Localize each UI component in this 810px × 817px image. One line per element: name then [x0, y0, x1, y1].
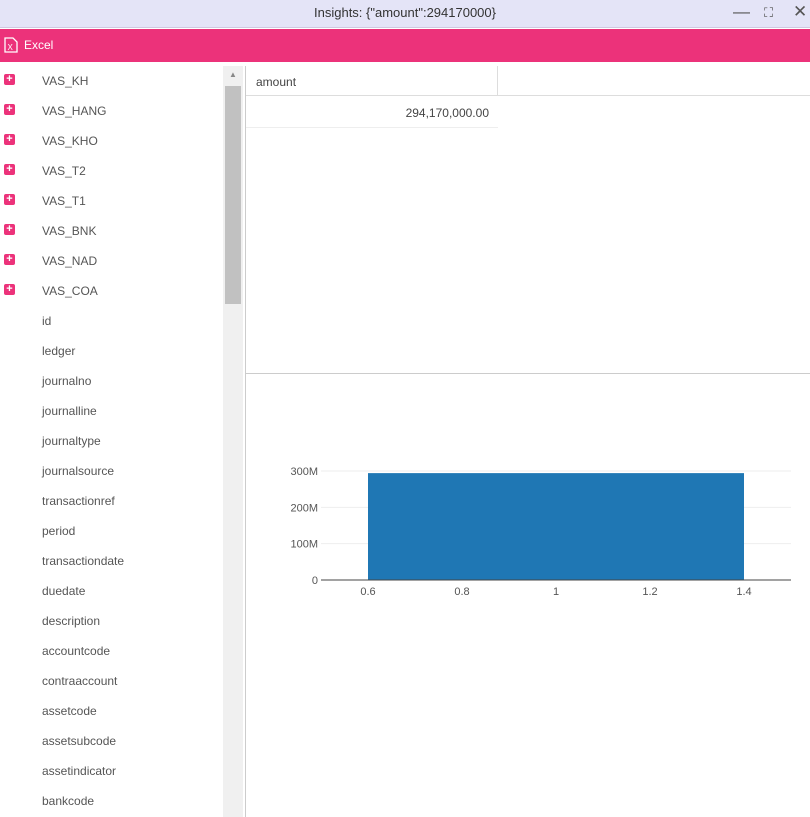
minimize-icon[interactable]: — — [733, 2, 750, 21]
column-header-amount[interactable]: amount — [246, 66, 498, 96]
y-tick-label: 300M — [290, 466, 318, 478]
field-label: id — [42, 314, 52, 328]
scroll-up-icon[interactable]: ▲ — [229, 70, 237, 79]
field-item[interactable]: + VAS_NAD — [0, 246, 222, 276]
field-label: contraaccount — [42, 674, 118, 688]
field-item[interactable]: + VAS_BNK — [0, 216, 222, 246]
field-list: + VAS_KH + VAS_HANG + VAS_KHO + VAS_T2 + VAS_T1 + V… — [0, 66, 222, 817]
field-item[interactable]: transactionref — [0, 486, 222, 516]
excel-label: Excel — [24, 38, 54, 52]
svg-text:X: X — [8, 43, 14, 52]
field-label: duedate — [42, 584, 86, 598]
field-item[interactable]: + VAS_COA — [0, 276, 222, 306]
y-tick-label: 200M — [290, 502, 318, 514]
column-header-empty — [498, 66, 810, 96]
field-label: journalline — [42, 404, 97, 418]
close-icon[interactable]: ✕ — [793, 2, 808, 21]
expand-plus-icon[interactable]: + — [4, 254, 15, 265]
expand-plus-icon[interactable]: + — [4, 104, 15, 115]
field-label: ledger — [42, 344, 76, 358]
window-title: Insights: {"amount":294170000} — [314, 5, 496, 20]
field-item[interactable]: + VAS_KH — [0, 66, 222, 96]
field-item[interactable]: transactiondate — [0, 546, 222, 576]
field-item[interactable]: journalsource — [0, 456, 222, 486]
divider — [245, 66, 246, 817]
field-label: VAS_NAD — [42, 254, 98, 268]
field-label: VAS_KH — [42, 74, 89, 88]
excel-export-button[interactable]: X Excel — [4, 37, 53, 53]
expand-plus-icon[interactable]: + — [4, 164, 15, 175]
scrollbar-thumb[interactable] — [225, 86, 241, 304]
sidebar-scrollbar[interactable]: ▲ — [223, 66, 243, 817]
toolbar: X Excel — [0, 29, 810, 62]
field-label: VAS_T1 — [42, 194, 86, 208]
maximize-icon[interactable]: ⛶ — [764, 5, 774, 20]
field-item[interactable]: + VAS_HANG — [0, 96, 222, 126]
field-label: assetcode — [42, 704, 97, 718]
field-item[interactable]: accountcode — [0, 636, 222, 666]
y-tick-label: 0 — [312, 575, 318, 587]
field-label: period — [42, 524, 76, 538]
expand-plus-icon[interactable]: + — [4, 194, 15, 205]
field-label: VAS_KHO — [42, 134, 98, 148]
field-item[interactable]: assetsubcode — [0, 726, 222, 756]
excel-file-icon: X — [4, 37, 18, 53]
field-item[interactable]: assetindicator — [0, 756, 222, 786]
field-item[interactable]: period — [0, 516, 222, 546]
field-item[interactable]: assetcode — [0, 696, 222, 726]
field-label: accountcode — [42, 644, 111, 658]
x-tick-label: 1.4 — [736, 586, 751, 598]
field-label: description — [42, 614, 101, 628]
field-item[interactable]: + VAS_T2 — [0, 156, 222, 186]
field-label: VAS_COA — [42, 284, 98, 298]
field-item[interactable]: ledger — [0, 336, 222, 366]
y-tick-label: 100M — [290, 539, 318, 551]
field-item[interactable]: + VAS_KHO — [0, 126, 222, 156]
field-label: journalsource — [42, 464, 115, 478]
field-item[interactable]: id — [0, 306, 222, 336]
field-item[interactable]: description — [0, 606, 222, 636]
field-label: VAS_T2 — [42, 164, 86, 178]
expand-plus-icon[interactable]: + — [4, 284, 15, 295]
field-item[interactable]: journaltype — [0, 426, 222, 456]
expand-plus-icon[interactable]: + — [4, 134, 15, 145]
field-item[interactable]: bankcode — [0, 786, 222, 816]
table-cell: 294,170,000.00 — [246, 97, 498, 128]
field-item[interactable]: contraaccount — [0, 666, 222, 696]
expand-plus-icon[interactable]: + — [4, 224, 15, 235]
field-label: journaltype — [42, 434, 101, 448]
field-label: transactionref — [42, 494, 115, 508]
field-item[interactable]: journalno — [0, 366, 222, 396]
x-tick-label: 1 — [553, 586, 559, 598]
field-item[interactable]: journalline — [0, 396, 222, 426]
results-table: amount 294,170,000.00 — [246, 66, 810, 374]
field-label: VAS_HANG — [42, 104, 107, 118]
field-label: VAS_BNK — [42, 224, 97, 238]
bar-chart: 0 100M 200M 300M 0.6 0.8 1 1.2 1.4 — [290, 466, 791, 598]
expand-plus-icon[interactable]: + — [4, 74, 15, 85]
field-item[interactable]: + VAS_T1 — [0, 186, 222, 216]
title-bar: Insights: {"amount":294170000} — ⛶ ✕ — [0, 0, 810, 28]
field-label: journalno — [42, 374, 92, 388]
field-label: bankcode — [42, 794, 95, 808]
bar — [368, 473, 744, 580]
x-tick-label: 0.6 — [360, 586, 375, 598]
x-tick-label: 0.8 — [454, 586, 469, 598]
x-tick-label: 1.2 — [642, 586, 657, 598]
field-label: transactiondate — [42, 554, 125, 568]
field-label: assetsubcode — [42, 734, 117, 748]
field-item[interactable]: duedate — [0, 576, 222, 606]
field-label: assetindicator — [42, 764, 117, 778]
